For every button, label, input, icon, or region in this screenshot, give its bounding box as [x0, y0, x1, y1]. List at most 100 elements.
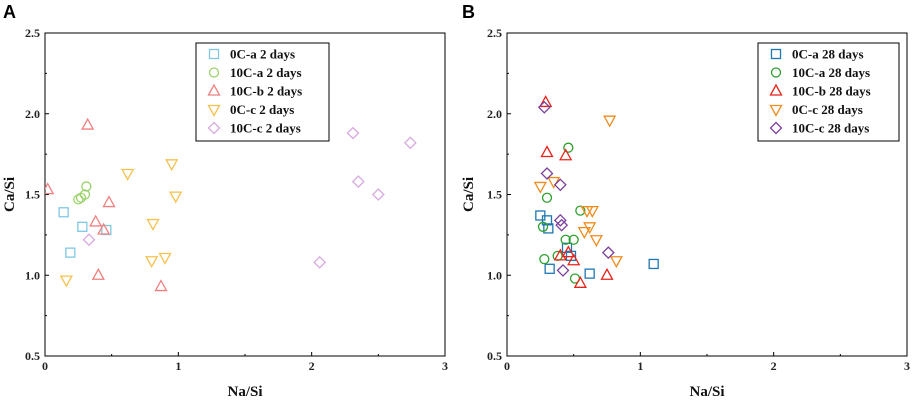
panel-a: 0 1 2 3 0.5 1.0 1.5 2.0 2.5 Na/Si Ca/Si A 0C-a 2 day…	[2, 2, 448, 400]
data-point	[577, 226, 591, 239]
data-point	[589, 235, 603, 248]
data-point	[82, 233, 96, 247]
data-point	[403, 136, 417, 150]
data-point	[81, 181, 92, 192]
data-point	[154, 279, 168, 292]
data-point	[541, 192, 553, 203]
data-point	[81, 117, 95, 130]
data-point	[563, 142, 574, 153]
data-point	[146, 218, 160, 231]
legend-entry: 0C-a 28 days	[792, 47, 864, 62]
legend-marker	[769, 121, 783, 135]
panel-label: A	[3, 2, 16, 22]
y-tick-label: 0.5	[25, 349, 40, 363]
data-points	[533, 95, 659, 288]
legend-entry: 10C-a 28 days	[792, 65, 870, 80]
data-point	[648, 258, 659, 270]
data-point	[77, 221, 88, 232]
data-point	[97, 222, 111, 235]
data-points	[45, 117, 417, 292]
panel-label: B	[462, 2, 475, 22]
data-point	[567, 253, 581, 266]
data-point	[539, 95, 553, 108]
data-point	[89, 214, 103, 227]
data-point	[59, 275, 73, 288]
data-point	[537, 221, 549, 232]
legend-entry: 10C-c 28 days	[792, 121, 869, 136]
data-point	[583, 222, 597, 235]
data-point	[371, 188, 385, 201]
x-axis-label: Na/Si	[227, 384, 262, 400]
data-point	[145, 256, 159, 269]
data-point	[600, 267, 614, 280]
legend-entry: 10C-c 2 days	[230, 121, 301, 136]
legend-entry: 10C-a 2 days	[230, 65, 302, 80]
panel-b: 0 1 2 3 0.5 1.0 1.5 2.0 2.5 Na/Si Ca/Si B 0C-a 28 da…	[461, 2, 910, 400]
y-tick-label: 1.0	[487, 268, 502, 282]
data-point	[102, 195, 116, 208]
data-point	[91, 267, 105, 280]
x-tick-label: 2	[771, 359, 777, 373]
x-axis-label: Na/Si	[689, 384, 724, 400]
y-tick-label: 2.0	[487, 107, 502, 121]
data-point	[553, 178, 567, 192]
y-tick-label: 2.5	[25, 26, 40, 40]
legend-entry: 0C-c 2 days	[230, 102, 294, 117]
y-tick-label: 1.5	[487, 188, 502, 202]
data-point	[58, 207, 69, 218]
data-point	[575, 205, 586, 216]
x-tick-label: 2	[309, 359, 315, 373]
legend-entry: 10C-b 28 days	[792, 84, 871, 99]
legend: 0C-a 28 days 10C-a 28 days 10C-b 28 days 0C…	[757, 42, 900, 142]
data-point	[555, 218, 569, 232]
data-point	[540, 167, 554, 180]
data-point	[539, 253, 550, 265]
data-point	[561, 245, 575, 258]
legend-marker	[208, 48, 220, 60]
legend-entry: 0C-a 2 days	[230, 47, 295, 62]
legend-marker	[207, 104, 221, 117]
x-tick-label: 3	[442, 359, 448, 373]
data-point	[65, 247, 76, 258]
legend-entry: 10C-b 2 days	[230, 84, 302, 99]
y-tick-label: 0.5	[487, 349, 502, 363]
legend-marker	[769, 83, 783, 96]
x-tick-label: 1	[637, 359, 643, 373]
data-point	[559, 148, 573, 161]
y-tick-label: 2.0	[25, 107, 40, 121]
data-point	[585, 205, 599, 218]
data-point	[346, 126, 360, 140]
x-tick-label: 0	[504, 359, 510, 373]
y-tick-label: 2.5	[487, 26, 502, 40]
data-point	[165, 159, 179, 172]
data-point	[121, 168, 135, 181]
data-point	[79, 189, 91, 200]
y-tick-label: 1.5	[25, 188, 40, 202]
y-axis-label: Ca/Si	[461, 177, 477, 212]
data-point	[568, 234, 579, 245]
data-point	[533, 181, 547, 194]
data-point	[45, 182, 55, 195]
data-point	[73, 194, 84, 205]
data-point	[158, 252, 172, 265]
data-point	[556, 263, 570, 277]
data-point	[584, 268, 595, 279]
x-tick-label: 3	[904, 359, 910, 373]
y-axis-label: Ca/Si	[2, 177, 18, 212]
legend-marker	[208, 67, 220, 78]
legend-marker	[207, 121, 221, 135]
legend-marker	[770, 48, 782, 60]
data-point	[601, 246, 615, 260]
legend-entry: 0C-c 28 days	[792, 102, 863, 117]
legend-box	[757, 42, 900, 142]
legend-marker	[207, 83, 221, 96]
data-point	[553, 213, 567, 227]
legend: 0C-a 2 days 10C-a 2 days 10C-b 2 days 0C-c …	[195, 42, 330, 142]
data-point	[573, 275, 587, 288]
data-point	[544, 263, 555, 274]
data-point	[351, 175, 365, 188]
legend-marker	[770, 67, 782, 78]
y-tick-label: 1.0	[25, 268, 40, 282]
data-point	[169, 191, 183, 204]
